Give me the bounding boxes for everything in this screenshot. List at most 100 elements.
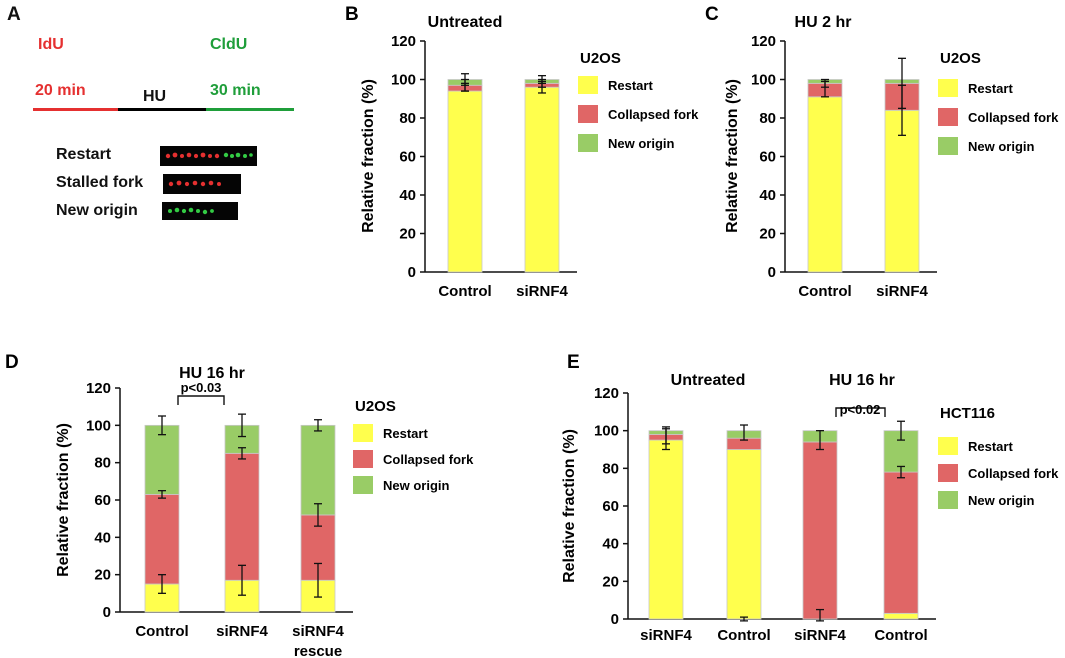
- chart-e-bar-collapsed-fork: [883, 471, 919, 614]
- timeline-hu-segment: [118, 108, 206, 111]
- chart-c-title: HU 2 hr: [795, 14, 852, 31]
- chart-d-category-label: Control: [135, 623, 188, 640]
- timeline-cldu-segment: [206, 108, 294, 111]
- chart-b-y-tick-label: 20: [399, 226, 416, 243]
- cldu-time: 30 min: [210, 82, 261, 99]
- chart-b-bar-restart: [447, 90, 483, 273]
- chart-e-bar-restart: [726, 449, 762, 620]
- chart-d-y-label: Relative fraction (%): [55, 423, 72, 577]
- chart-c-y-tick-label: 20: [759, 226, 776, 243]
- chart-e-category-label: Control: [874, 627, 927, 644]
- chart-c-y-tick-label: 80: [759, 110, 776, 127]
- chart-b-category-label: Control: [438, 283, 491, 300]
- chart-e-y-tick-label: 0: [611, 611, 619, 628]
- chart-e-y-tick-label: 20: [602, 573, 619, 590]
- chart-b-y-label: Relative fraction (%): [360, 79, 377, 233]
- chart-b-legend-label: Collapsed fork: [608, 107, 699, 122]
- hu-label: HU: [143, 88, 167, 105]
- chart-b-y-tick-label: 120: [391, 33, 416, 50]
- chart-d-bar-collapsed-fork: [144, 493, 180, 585]
- idu-label: IdU: [38, 36, 64, 53]
- chart-d-legend-title: U2OS: [355, 398, 396, 415]
- chart-e-y-tick-label: 80: [602, 460, 619, 477]
- chart-c-legend-label: New origin: [968, 139, 1035, 154]
- chart-d-y-tick-label: 40: [94, 529, 111, 546]
- chart-e-y-tick-label: 40: [602, 536, 619, 553]
- chart-d-legend-swatch: [353, 424, 373, 442]
- chart-d-y-tick-label: 0: [103, 604, 111, 621]
- chart-e-p-value: p<0.02: [840, 402, 881, 417]
- chart-e-panel-letter: E: [567, 352, 580, 373]
- chart-b-y-tick-label: 100: [391, 72, 416, 89]
- chart-d-title: HU 16 hr: [179, 365, 245, 382]
- chart-c-legend-label: Collapsed fork: [968, 110, 1059, 125]
- panel-a-letter: A: [7, 4, 21, 25]
- chart-c-legend-label: Restart: [968, 81, 1013, 96]
- chart-d-significance-bracket: [177, 395, 225, 405]
- chart-d-panel-letter: D: [5, 352, 19, 373]
- chart-d-bar-restart: [144, 583, 180, 613]
- example-stalled-label: Stalled fork: [56, 174, 144, 191]
- chart-b-legend-label: New origin: [608, 136, 675, 151]
- chart-b-y-tick-label: 60: [399, 149, 416, 166]
- chart-b-bar-restart: [524, 86, 560, 273]
- chart-e-legend-swatch: [938, 464, 958, 482]
- example-restart-label: Restart: [56, 146, 112, 163]
- chart-e-category-label: siRNF4: [640, 627, 692, 644]
- chart-c-y-tick-label: 60: [759, 149, 776, 166]
- chart-d-bar-collapsed-fork: [224, 452, 260, 581]
- chart-e-legend-label: Restart: [968, 439, 1013, 454]
- fiber-image-restart: [160, 146, 257, 166]
- chart-c-panel-letter: C: [705, 4, 719, 25]
- chart-b-y-tick-label: 0: [408, 264, 416, 281]
- timeline-idu-segment: [33, 108, 118, 111]
- chart-e-legend-label: New origin: [968, 493, 1035, 508]
- chart-c-legend-swatch: [938, 108, 958, 126]
- chart-d-bar-new-origin: [300, 424, 336, 516]
- chart-b-y-tick-label: 40: [399, 187, 416, 204]
- chart-e-title: Untreated: [671, 372, 746, 389]
- chart-d-p-value: p<0.03: [181, 380, 222, 395]
- chart-d-y-tick-label: 120: [86, 380, 111, 397]
- chart-d-category-label: siRNF4: [292, 623, 344, 640]
- chart-d-y-tick-label: 80: [94, 455, 111, 472]
- chart-d-category-label: rescue: [294, 643, 342, 658]
- chart-d-legend-label: Collapsed fork: [383, 452, 474, 467]
- chart-b-legend-swatch: [578, 134, 598, 152]
- chart-e-significance-bracket: [835, 407, 886, 417]
- chart-c-legend-title: U2OS: [940, 50, 981, 67]
- chart-d-legend-swatch: [353, 450, 373, 468]
- chart-c-y-label: Relative fraction (%): [724, 79, 741, 233]
- chart-e-y-tick-label: 60: [602, 498, 619, 515]
- chart-b-panel-letter: B: [345, 4, 359, 25]
- chart-c-y-tick-label: 0: [768, 264, 776, 281]
- chart-d-bar-new-origin: [144, 424, 180, 495]
- chart-c-y-tick-label: 120: [751, 33, 776, 50]
- chart-e-y-tick-label: 100: [594, 423, 619, 440]
- chart-d-legend-swatch: [353, 476, 373, 494]
- chart-d-y-tick-label: 20: [94, 567, 111, 584]
- chart-b-category-label: siRNF4: [516, 283, 568, 300]
- chart-c-y-tick-label: 40: [759, 187, 776, 204]
- cldu-label: CldU: [210, 36, 248, 53]
- chart-e-category-label: siRNF4: [794, 627, 846, 644]
- chart-d-category-label: siRNF4: [216, 623, 268, 640]
- chart-e-bar-restart: [648, 439, 684, 620]
- chart-e-legend-swatch: [938, 437, 958, 455]
- chart-e-y-label: Relative fraction (%): [561, 429, 578, 583]
- chart-d-y-tick-label: 60: [94, 492, 111, 509]
- chart-d-legend-label: Restart: [383, 426, 428, 441]
- chart-c-y-tick-label: 100: [751, 72, 776, 89]
- chart-b-legend-swatch: [578, 76, 598, 94]
- chart-d-legend-label: New origin: [383, 478, 450, 493]
- fiber-image-stalled: [163, 174, 241, 194]
- chart-c-bar-restart: [884, 109, 920, 273]
- chart-e-legend-title: HCT116: [940, 405, 995, 422]
- chart-d-y-tick-label: 100: [86, 417, 111, 434]
- chart-c-category-label: siRNF4: [876, 283, 928, 300]
- example-origin-label: New origin: [56, 202, 138, 219]
- chart-e-category-label: Control: [717, 627, 770, 644]
- chart-b-y-tick-label: 80: [399, 110, 416, 127]
- chart-c-category-label: Control: [798, 283, 851, 300]
